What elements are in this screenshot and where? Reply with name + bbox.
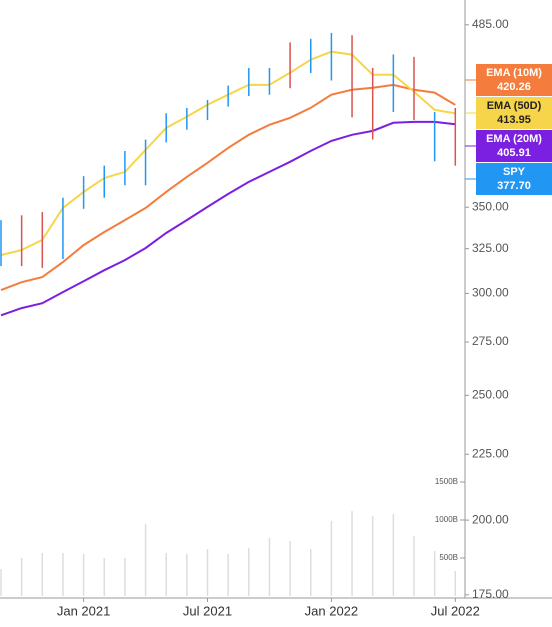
price-label-box (476, 130, 552, 162)
price-label-box (476, 97, 552, 129)
ema-line (0, 120, 456, 317)
y-tick-label: 200.00 (472, 512, 509, 526)
price-label-box (476, 163, 552, 195)
volume-tick-label: 1000B (435, 515, 458, 524)
x-tick-label: Jan 2021 (57, 603, 111, 618)
y-tick-label: 175.00 (472, 587, 509, 601)
y-tick-label: 275.00 (472, 334, 509, 348)
y-tick-label: 325.00 (472, 241, 509, 255)
x-tick-label: Jan 2022 (305, 603, 359, 618)
volume-tick-label: 1500B (435, 477, 458, 486)
ema-line (0, 83, 456, 292)
y-tick-label: 350.00 (472, 199, 509, 213)
price-label-name: SPY (503, 166, 526, 178)
y-tick-label: 485.00 (472, 17, 509, 31)
x-tick-label: Jul 2021 (183, 603, 232, 618)
y-tick-label: 300.00 (472, 286, 509, 300)
y-tick-label: 225.00 (472, 446, 509, 460)
price-label-name: EMA (10M) (486, 67, 542, 79)
price-label-value: 377.70 (497, 180, 531, 192)
price-label-name: EMA (50D) (487, 100, 542, 112)
x-tick-label: Jul 2022 (431, 603, 480, 618)
price-label-value: 405.91 (497, 147, 531, 159)
price-label-value: 413.95 (497, 114, 531, 126)
price-label-box (476, 64, 552, 96)
price-label-value: 420.26 (497, 81, 531, 93)
y-tick-label: 250.00 (472, 388, 509, 402)
volume-tick-label: 500B (439, 553, 458, 562)
price-label-name: EMA (20M) (486, 133, 542, 145)
